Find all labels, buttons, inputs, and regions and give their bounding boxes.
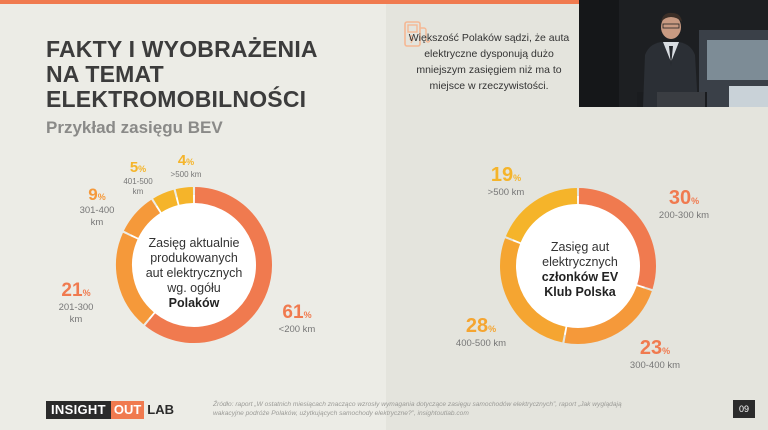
label-4: 4% >500 km [164, 153, 208, 180]
label-23: 23% 300-400 km [626, 338, 684, 372]
label-21: 21% 201-300 km [56, 281, 96, 326]
label-5: 5% 401-500 km [118, 160, 158, 197]
pct-unit: % [82, 288, 91, 298]
label-30: 30% 200-300 km [654, 188, 714, 222]
chart1-slice-5 [153, 189, 179, 213]
slide-title: FAKTY I WYOBRAŻENIA NA TEMAT ELEKTROMOBI… [46, 37, 376, 112]
pct-value: 23 [639, 337, 663, 359]
pct-value: 28 [465, 315, 489, 337]
pct-value: 30 [668, 187, 692, 209]
slide-subtitle: Przykład zasięgu BEV [46, 118, 223, 137]
title-line: NA TEMAT [46, 61, 164, 87]
pct-unit: % [303, 310, 312, 320]
label-19: 19% >500 km [482, 165, 530, 199]
pct-unit: % [186, 157, 195, 167]
chart2-slice-23 [564, 285, 652, 344]
source-note: Źródło: raport „W ostatnich miesiącach z… [213, 401, 622, 417]
range-label: >500 km [487, 187, 525, 198]
pct-value: 4 [177, 152, 187, 169]
top-accent-bar [0, 0, 580, 4]
logo-part-out: OUT [110, 401, 145, 419]
info-text: Większość Polaków sądzi, że auta elektry… [408, 32, 570, 92]
chart2-slice-30 [578, 188, 656, 290]
chart2-center-disc [508, 196, 648, 336]
center-line: Klub Polska [525, 285, 635, 300]
ev-charger-icon [404, 21, 430, 47]
center-line-bold: Klub Polska [544, 285, 616, 299]
range-label: 301-400 km [79, 205, 115, 228]
center-line: Polaków [134, 296, 254, 311]
chart1-slice-4 [175, 187, 194, 205]
insightoutlab-logo: INSIGHT OUT LAB [46, 401, 177, 419]
pct-unit: % [691, 196, 700, 206]
pct-value: 9 [88, 185, 98, 204]
chart1-slice-61 [145, 187, 272, 343]
center-line: członków EV [525, 270, 635, 285]
center-line: aut elektrycznych [145, 266, 243, 280]
chart2-slice-19 [505, 188, 578, 243]
range-label: 400-500 km [455, 338, 507, 349]
pct-value: 5 [129, 159, 139, 176]
center-line: elektrycznych [542, 255, 618, 269]
center-line-bold: członków EV [541, 270, 619, 284]
chart1-slice-9 [123, 199, 161, 239]
pct-value: 21 [61, 280, 83, 301]
center-line: Zasięg aktualnie [148, 236, 240, 250]
pct-value: 61 [282, 302, 304, 323]
center-line-plain: wg. ogółu [167, 281, 221, 295]
center-line: Zasięg aut [550, 240, 610, 254]
range-label: 300-400 km [629, 360, 681, 371]
chart2-slice-28 [500, 238, 566, 343]
pct-unit: % [488, 324, 497, 334]
range-label: 401-500 km [123, 177, 153, 196]
speaker-video-image [579, 0, 768, 107]
center-line: produkowanych [150, 251, 238, 265]
logo-part-insight: INSIGHT [46, 401, 111, 419]
logo-part-lab: LAB [147, 402, 174, 417]
chart1-slice-21 [116, 232, 155, 325]
range-label: 200-300 km [658, 210, 710, 221]
chart1-center-text: Zasięg aktualnie produkowanych aut elekt… [134, 236, 254, 311]
chart1-center-disc [124, 195, 264, 335]
pct-unit: % [662, 346, 671, 356]
label-9: 9% 301-400 km [77, 186, 117, 229]
center-line: wg. ogółu [134, 281, 254, 296]
range-label: >500 km [170, 170, 202, 179]
page-number: 09 [733, 400, 755, 418]
range-label: 201-300 km [58, 302, 94, 325]
title-line: ELEKTROMOBILNOŚCI [46, 86, 307, 112]
title-line: FAKTY I WYOBRAŻENIA [46, 36, 318, 62]
label-28: 28% 400-500 km [452, 316, 510, 350]
chart2-center-text: Zasięg aut elektrycznych członków EV Klu… [525, 240, 635, 300]
pct-unit: % [97, 192, 106, 202]
pct-unit: % [138, 164, 147, 174]
pct-unit: % [513, 173, 522, 183]
range-label: <200 km [278, 324, 316, 335]
speaker-video [579, 0, 768, 107]
pct-value: 19 [490, 164, 514, 186]
center-line-bold: Polaków [168, 296, 220, 310]
label-61: 61% <200 km [272, 303, 322, 336]
